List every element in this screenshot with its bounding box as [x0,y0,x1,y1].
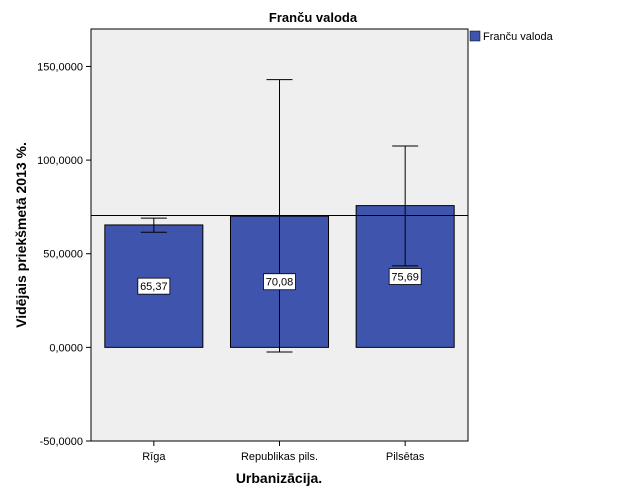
x-tick-label: Pilsētas [386,451,425,463]
value-label-text: 65,37 [140,281,168,293]
legend-label: Franču valoda [483,31,554,43]
y-axis-title: Vidējais priekšmetā 2013 %. [13,142,29,328]
value-label: 65,37 [137,277,171,295]
y-tick-label: -50,0000 [40,436,83,448]
legend-swatch [469,30,481,42]
x-tick-label: Rīga [142,451,166,463]
x-axis-title: Urbanizācija. [236,470,322,486]
value-label-text: 75,69 [391,271,419,283]
value-label-text: 70,08 [266,277,294,289]
y-axis: -50,0000 0,0000 50,0000 100,0000 150,0000 [37,61,91,448]
y-tick-label: 100,0000 [37,155,83,167]
value-label: 70,08 [263,273,296,291]
y-tick-label: 50,0000 [43,249,83,261]
value-label-box [388,268,422,285]
value-label-box [137,277,171,295]
value-labels: 65,37 70,08 75,69 [137,268,422,295]
y-tick-label: 150,0000 [37,61,83,73]
legend: Franču valoda [469,30,554,43]
chart-title: Franču valoda [269,10,358,25]
y-tick-label: 0,0000 [49,342,83,354]
x-axis: Rīga Republikas pils. Pilsētas [142,441,425,463]
value-label-box [263,273,296,291]
x-tick-label: Republikas pils. [241,451,318,463]
value-label: 75,69 [388,268,422,285]
